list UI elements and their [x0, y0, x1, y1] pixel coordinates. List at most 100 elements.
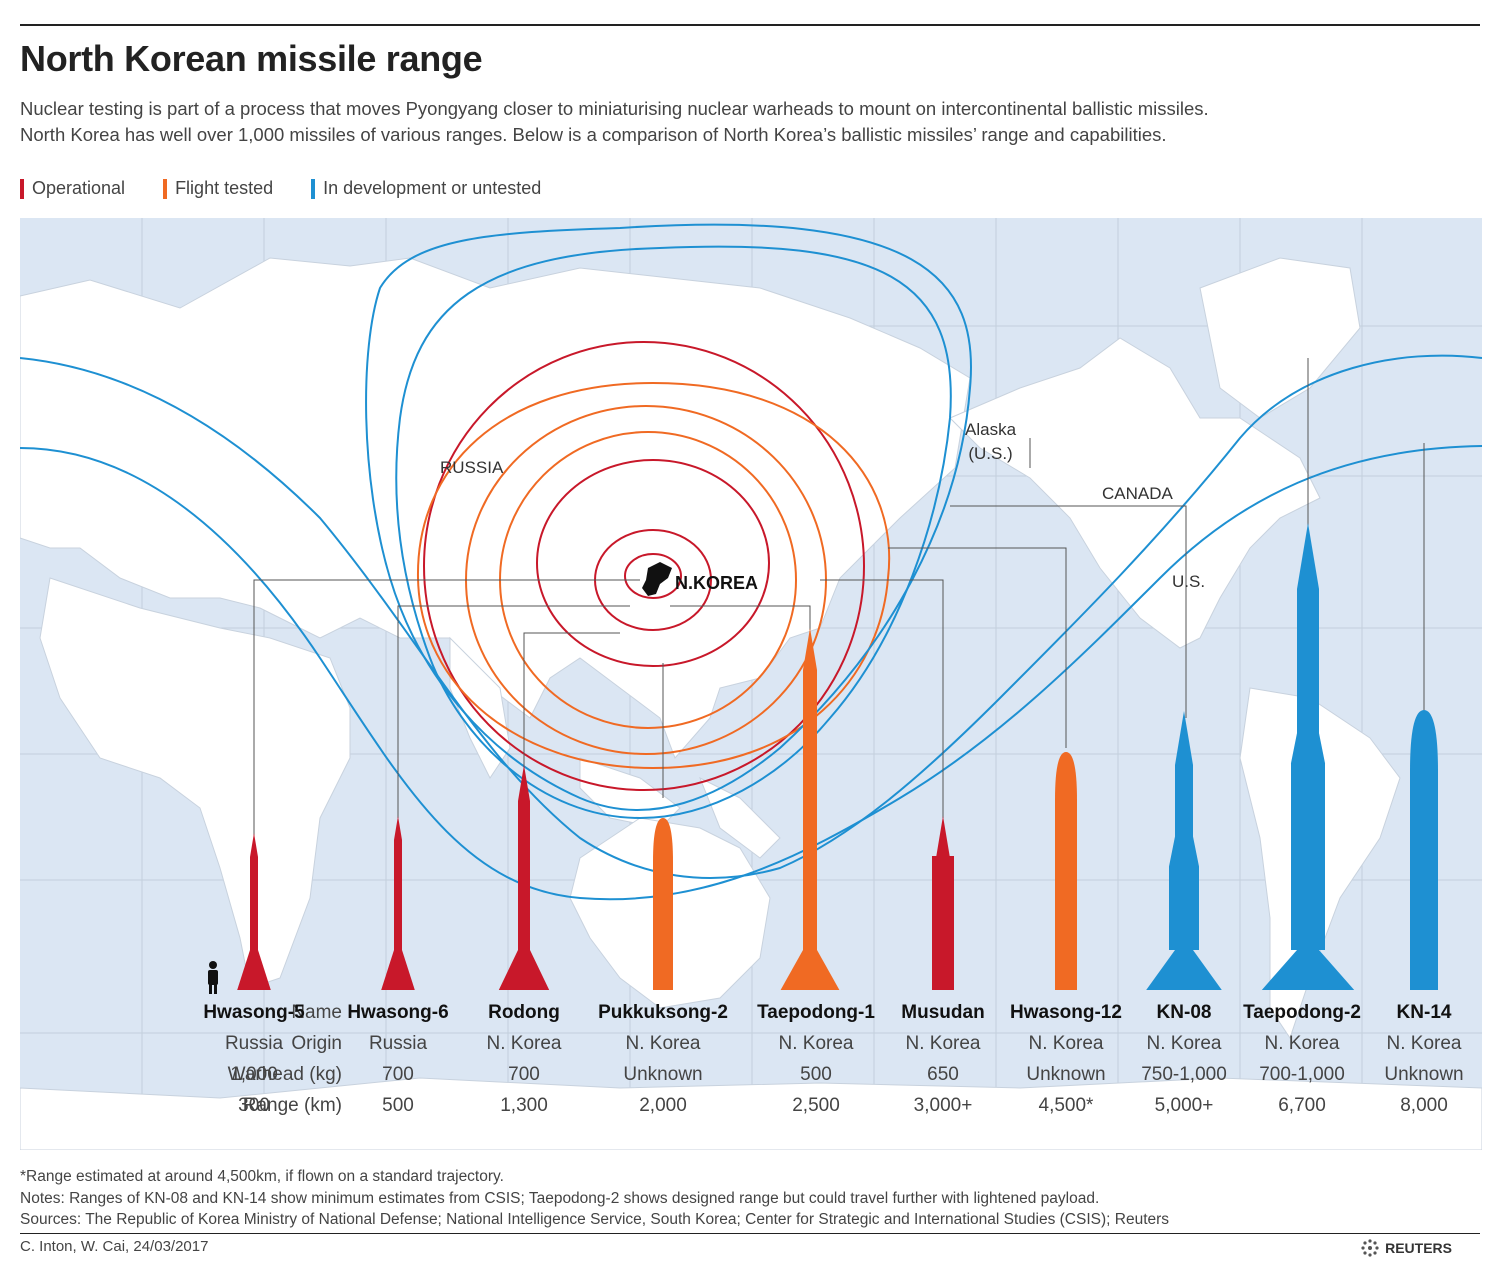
missile-origin-kn-08: N. Korea: [1146, 1033, 1222, 1054]
legend-swatch-in-development: [311, 178, 316, 199]
missile-name-hwasong-12: Hwasong-12: [1010, 1002, 1122, 1023]
map-label-alaska: Alaska (U.S.): [965, 418, 1016, 466]
missile-name-kn-14: KN-14: [1396, 1002, 1452, 1023]
missile-range-hwasong-5: 300: [238, 1095, 270, 1116]
range-ring-6700km: [365, 223, 972, 811]
missile-origin-taepodong-1: N. Korea: [778, 1033, 854, 1054]
missile-body-kn-14: [1410, 710, 1438, 990]
legend-item-flight-tested: Flight tested: [163, 178, 273, 199]
missile-fins-hwasong-5: [237, 950, 271, 990]
missile-silhouettes: [208, 523, 1438, 994]
landmasses: [20, 257, 1482, 1150]
table-row-origin: Origin Russia Russia N. Korea N. Korea N…: [20, 1033, 1482, 1063]
missile-hwasong-12: [1055, 752, 1077, 990]
callout-hwasong-6: [397, 605, 630, 818]
range-ring-8000km-west: [20, 354, 1482, 879]
subtitle-line-2: North Korea has well over 1,000 missiles…: [20, 124, 1167, 145]
missile-origin-pukkuksong-2: N. Korea: [625, 1033, 701, 1054]
subtitle: Nuclear testing is part of a process tha…: [20, 96, 1460, 148]
subtitle-line-1: Nuclear testing is part of a process tha…: [20, 98, 1209, 119]
range-ring-4500km: [416, 381, 891, 770]
table-row-warhead: Warhead (kg) 1,000 700 700 Unknown 500 6…: [20, 1064, 1482, 1094]
reuters-dots-icon: [1361, 1239, 1379, 1257]
missile-stage-musudan: [932, 856, 954, 990]
range-ring-300km: [624, 553, 682, 599]
missile-origin-taepodong-2: N. Korea: [1264, 1033, 1340, 1054]
row-label-origin: Origin: [291, 1033, 342, 1054]
missile-warhead-pukkuksong-2: Unknown: [623, 1064, 703, 1085]
footnote-notes: Notes: Ranges of KN-08 and KN-14 show mi…: [20, 1189, 1100, 1207]
missile-rodong: [498, 765, 550, 990]
missile-range-hwasong-6: 500: [382, 1095, 414, 1116]
missile-warhead-taepodong-1: 500: [800, 1064, 832, 1085]
eurasia-landmass: [20, 257, 971, 759]
map-background: [20, 218, 1482, 1150]
callout-musudan: [820, 579, 944, 818]
missile-warhead-hwasong-5: 1,000: [230, 1064, 278, 1085]
callout-rodong: [523, 632, 620, 768]
missile-origin-hwasong-12: N. Korea: [1028, 1033, 1104, 1054]
missile-name-taepodong-1: Taepodong-1: [757, 1002, 875, 1023]
top-rule: [20, 24, 1480, 26]
missile-kn-14: [1410, 710, 1438, 990]
missile-range-rodong: 1,300: [500, 1095, 548, 1116]
missile-warhead-hwasong-12: Unknown: [1026, 1064, 1106, 1085]
missile-range-taepodong-1: 2,500: [792, 1095, 840, 1116]
missile-warhead-kn-14: Unknown: [1384, 1064, 1464, 1085]
table-row-range: Range (km) 300 500 1,300 2,000 2,500 3,0…: [20, 1095, 1482, 1125]
footnote-asterisk: *Range estimated at around 4,500km, if f…: [20, 1168, 504, 1185]
missile-range-kn-08: 5,000+: [1154, 1095, 1214, 1116]
missile-fins-taepodong-1: [780, 950, 840, 990]
missile-kn-08: [1146, 711, 1222, 990]
missile-fins-hwasong-6: [381, 950, 415, 990]
map-label-russia: RUSSIA: [440, 458, 504, 477]
missile-body-hwasong-6: [394, 816, 402, 990]
range-ring-1300km: [536, 459, 770, 667]
callout-taepodong-1: [670, 605, 811, 630]
missile-warhead-taepodong-2: 700-1,000: [1259, 1064, 1345, 1085]
map-label-alaska-line-2: (U.S.): [968, 444, 1013, 463]
legend-swatch-operational: [20, 178, 24, 199]
page-title: North Korean missile range: [20, 38, 483, 79]
missile-hwasong-6: [381, 816, 415, 990]
missile-fins-taepodong-2: [1261, 950, 1355, 990]
missile-musudan: [932, 816, 954, 990]
missile-stage-taepodong-2: [1291, 733, 1325, 950]
row-label-name: Name: [291, 1002, 342, 1023]
north-korea-silhouette: [642, 562, 672, 596]
missile-warhead-rodong: 700: [508, 1064, 540, 1085]
range-ring-8000km-outer: [20, 445, 1482, 901]
missile-pukkuksong-2: [653, 818, 673, 990]
legend-label-flight-tested: Flight tested: [175, 178, 274, 198]
footnote-sources: Sources: The Republic of Korea Ministry …: [20, 1211, 1170, 1228]
missile-taepodong-1: [780, 628, 840, 990]
missile-name-rodong: Rodong: [488, 1002, 560, 1023]
bottom-rule: [20, 1233, 1480, 1234]
map-label-alaska-line-1: Alaska: [965, 420, 1017, 439]
missile-name-hwasong-5: Hwasong-5: [203, 1002, 305, 1023]
missile-origin-musudan: N. Korea: [905, 1033, 981, 1054]
missile-origin-rodong: N. Korea: [486, 1033, 562, 1054]
missile-range-hwasong-12: 4,500*: [1038, 1095, 1094, 1116]
missile-name-kn-08: KN-08: [1156, 1002, 1212, 1023]
person-scale-icon: [208, 961, 218, 994]
missile-fins-kn-08: [1146, 950, 1222, 990]
missile-body-taepodong-1: [803, 628, 817, 990]
missile-taepodong-2: [1261, 523, 1355, 990]
row-label-warhead: Warhead (kg): [227, 1064, 342, 1085]
row-label-range: Range (km): [242, 1095, 342, 1116]
missile-range-musudan: 3,000+: [913, 1095, 973, 1116]
credit: C. Inton, W. Cai, 24/03/2017: [20, 1238, 209, 1255]
missile-name-hwasong-6: Hwasong-6: [347, 1002, 449, 1023]
range-ring-5000km: [395, 245, 952, 820]
missile-name-musudan: Musudan: [901, 1002, 985, 1023]
missile-name-taepodong-2: Taepodong-2: [1243, 1002, 1361, 1023]
north-korea-marker: [642, 562, 672, 596]
greenland-landmass: [1199, 257, 1361, 419]
missile-warhead-hwasong-6: 700: [382, 1064, 414, 1085]
antarctica-landmass: [20, 1077, 1482, 1150]
legend-item-operational: Operational: [20, 178, 125, 199]
missile-stage-kn-08: [1169, 836, 1199, 950]
missile-range-pukkuksong-2: 2,000: [639, 1095, 687, 1116]
missile-origin-hwasong-5: Russia: [224, 1033, 284, 1054]
